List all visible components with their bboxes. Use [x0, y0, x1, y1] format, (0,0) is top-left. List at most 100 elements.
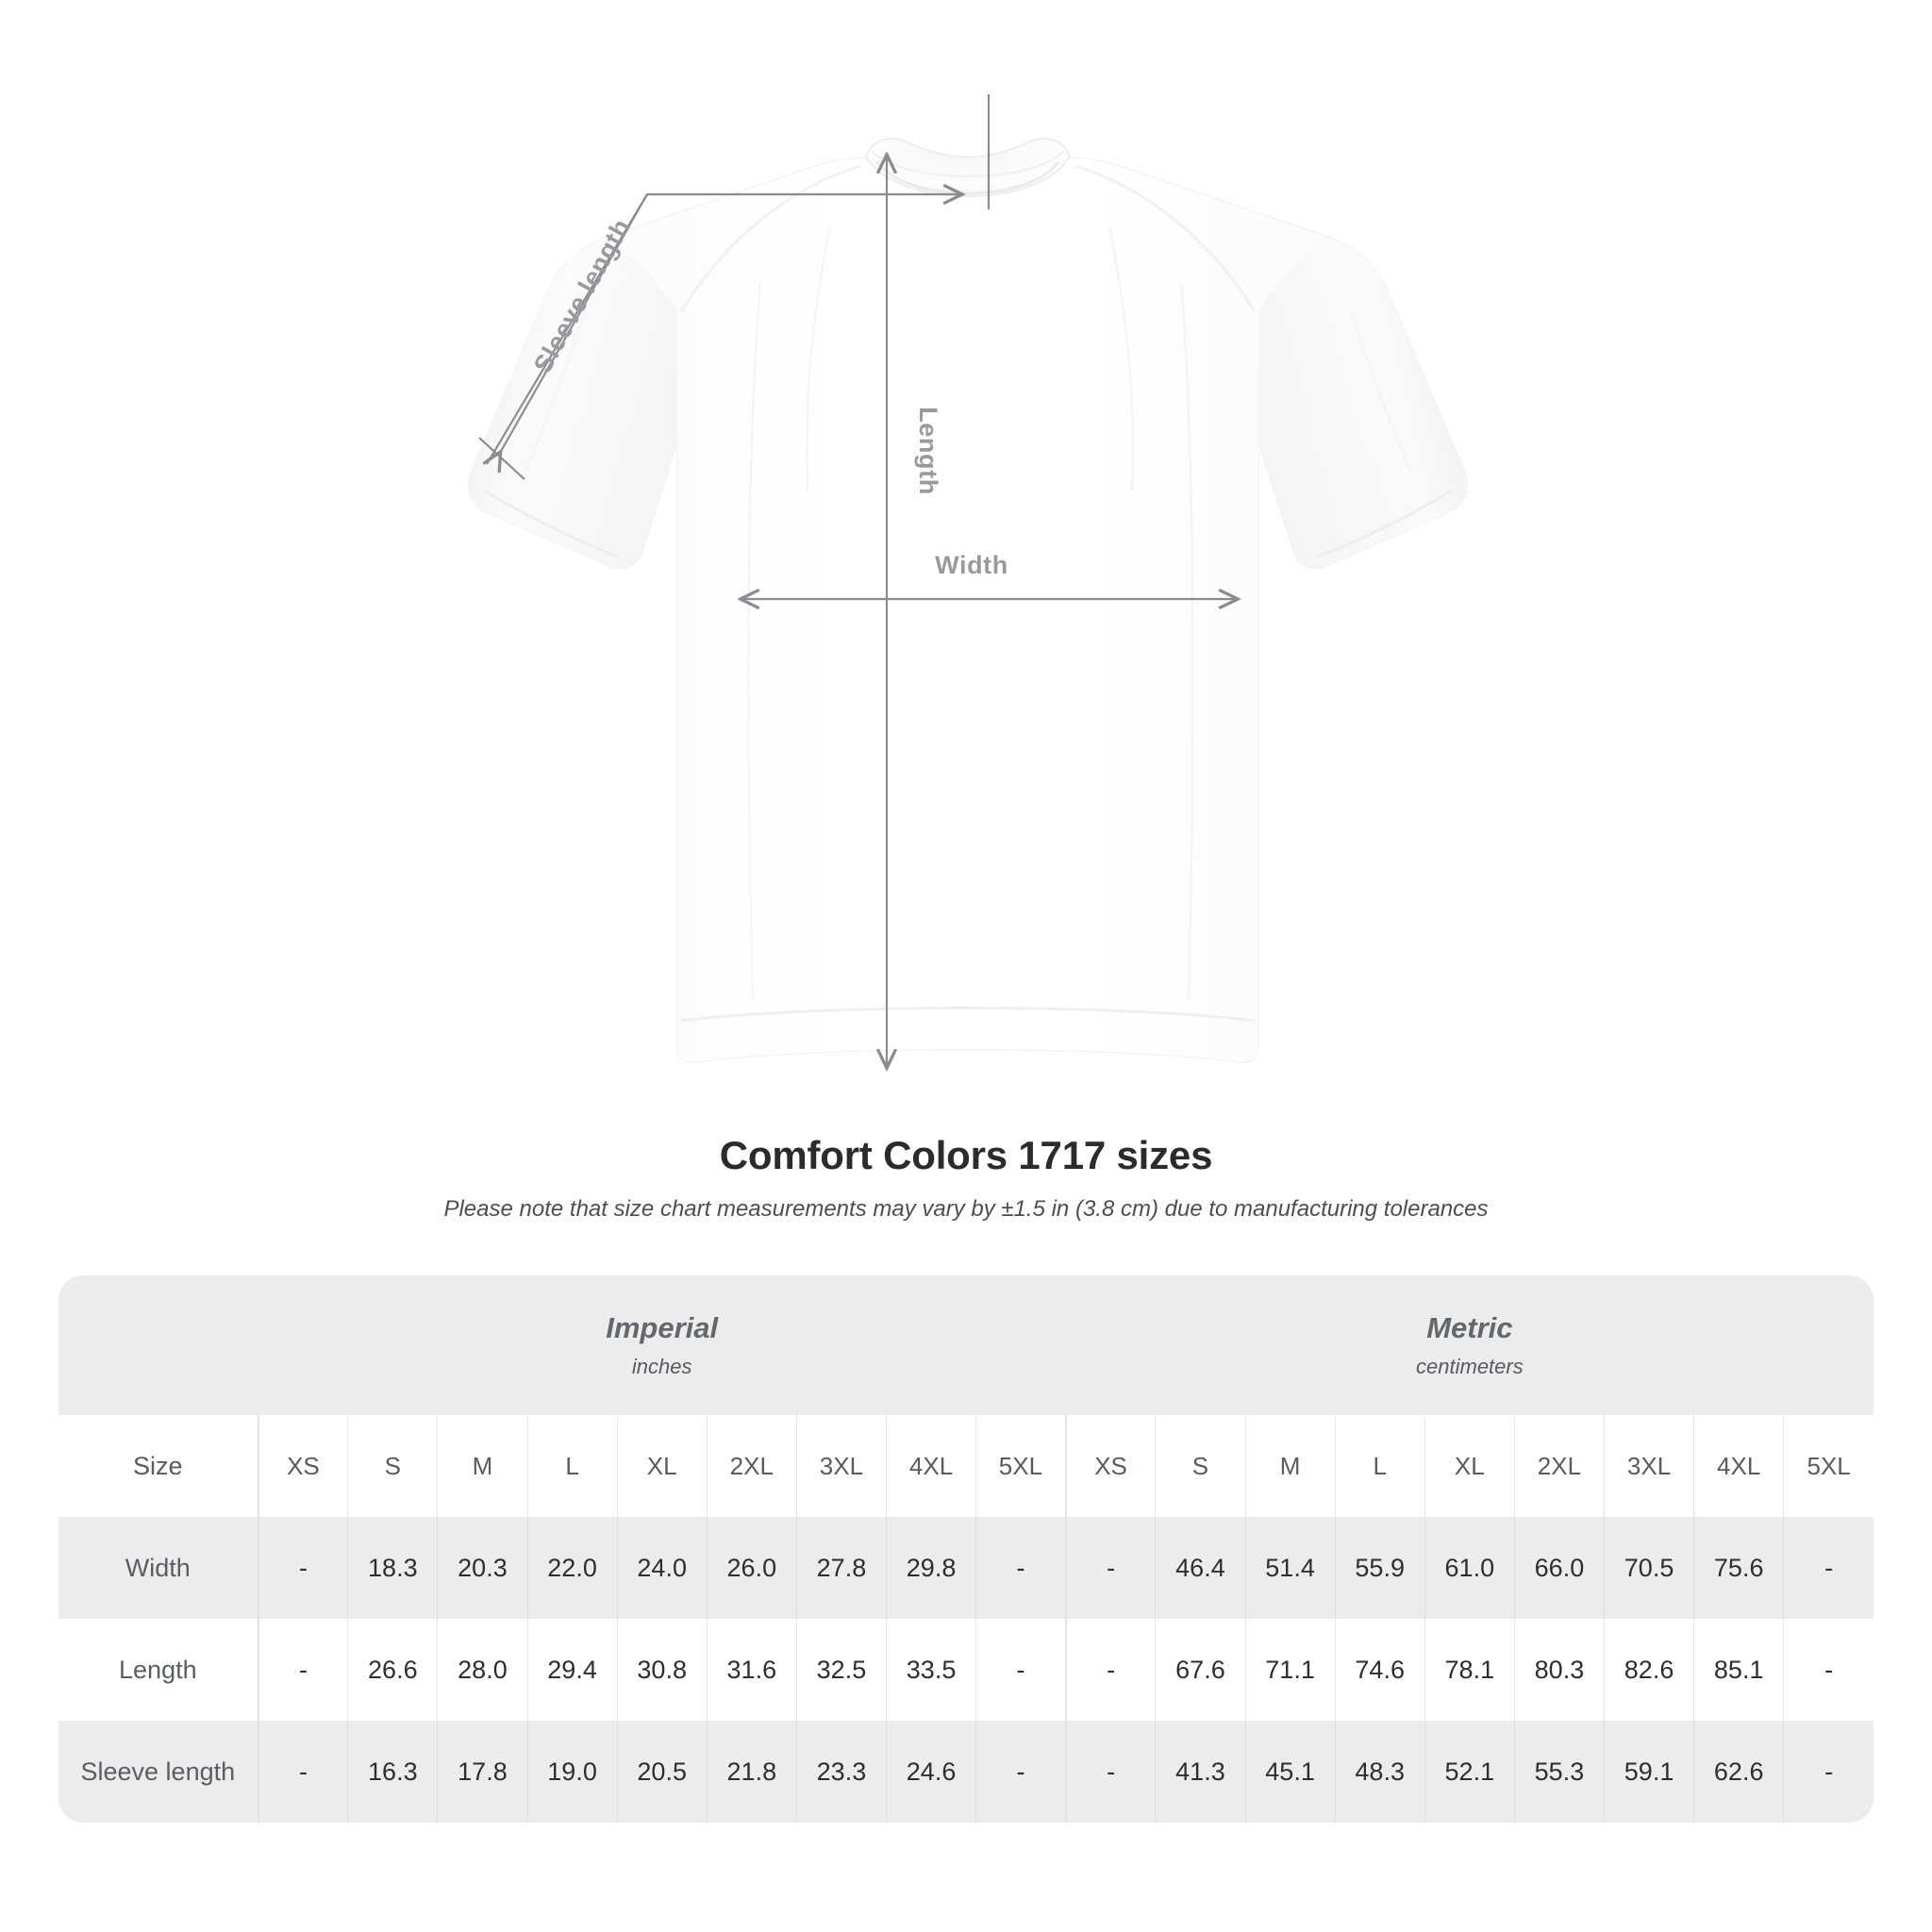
size-header-imperial-3xl: 3XL [796, 1415, 888, 1517]
cell-sleeve-length-metric-5xl: - [1783, 1721, 1874, 1823]
cell-sleeve-length-metric-xl: 52.1 [1424, 1721, 1515, 1823]
cell-width-metric-l: 55.9 [1335, 1517, 1425, 1619]
cell-sleeve-length-metric-s: 41.3 [1155, 1721, 1246, 1823]
sleeve-length-measure-line [500, 193, 648, 453]
cell-length-imperial-l: 29.4 [527, 1619, 618, 1721]
shirt-left-sleeve-hem [483, 489, 619, 558]
size-header-metric-4xl: 4XL [1693, 1415, 1785, 1517]
cell-width-metric-s: 46.4 [1155, 1517, 1246, 1619]
unit-group-metric: Metric centimeters [1065, 1275, 1874, 1415]
cell-sleeve-length-imperial-3xl: 23.3 [796, 1721, 888, 1823]
size-header-imperial-m: M [437, 1415, 528, 1517]
cell-length-imperial-m: 28.0 [437, 1619, 528, 1721]
cell-width-metric-xl: 61.0 [1424, 1517, 1515, 1619]
cell-width-imperial-s: 18.3 [347, 1517, 439, 1619]
cell-width-metric-3xl: 70.5 [1604, 1517, 1695, 1619]
row-header-sleeve-length: Sleeve length [58, 1721, 259, 1823]
table-row: Width -18.3 20.3 22.0 24.0 26.0 27.8 29.8- -46.4… [58, 1517, 1874, 1619]
cell-sleeve-length-imperial-2xl: 21.8 [707, 1721, 797, 1823]
cell-width-metric-5xl: - [1783, 1517, 1874, 1619]
size-header-imperial-5xl: 5XL [975, 1415, 1067, 1517]
size-chart-table: Imperial inches Metric centimeters Size XS S M L… [58, 1275, 1874, 1823]
table-row: Sleeve length -16.3 17.8 19.0 20.5 21.8 23.3 24… [58, 1721, 1874, 1823]
cell-length-metric-xs: - [1064, 1619, 1157, 1721]
shirt-right-sleeve-hem [1317, 489, 1453, 558]
size-header-metric-s: S [1155, 1415, 1246, 1517]
unit-group-subtitle: centimeters [1416, 1355, 1524, 1379]
shirt-left-sleeve [468, 238, 677, 569]
cell-length-metric-3xl: 82.6 [1604, 1619, 1695, 1721]
cell-sleeve-length-metric-l: 48.3 [1335, 1721, 1425, 1823]
cell-sleeve-length-metric-3xl: 59.1 [1604, 1721, 1695, 1823]
cell-length-metric-4xl: 85.1 [1693, 1619, 1785, 1721]
cell-sleeve-length-metric-m: 45.1 [1245, 1721, 1336, 1823]
size-header-metric-m: M [1245, 1415, 1336, 1517]
unit-group-name: Imperial [606, 1311, 719, 1345]
cell-width-metric-xs: - [1064, 1517, 1157, 1619]
cell-sleeve-length-imperial-m: 17.8 [437, 1721, 528, 1823]
size-header-row: Size XS S M L XL 2XL 3XL 4XL 5XL XS S M L XL 2XL 3XL 4XL 5… [58, 1415, 1874, 1517]
cell-width-imperial-2xl: 26.0 [707, 1517, 797, 1619]
cell-width-imperial-xs: - [258, 1517, 349, 1619]
shirt-fabric-folds [523, 225, 1413, 1001]
size-header-imperial-l: L [527, 1415, 618, 1517]
cell-length-imperial-s: 26.6 [347, 1619, 439, 1721]
page-title: Comfort Colors 1717 sizes [719, 1133, 1213, 1177]
shirt-right-sleeve [1258, 238, 1468, 569]
cell-length-imperial-xl: 30.8 [617, 1619, 708, 1721]
row-header-width: Width [58, 1517, 259, 1619]
size-header-metric-5xl: 5XL [1783, 1415, 1874, 1517]
unit-group-imperial: Imperial inches [258, 1275, 1066, 1415]
size-header-imperial-2xl: 2XL [707, 1415, 797, 1517]
cell-sleeve-length-metric-xs: - [1064, 1721, 1157, 1823]
tshirt-illustration: Sleeve length Length Width [467, 94, 1469, 1113]
sleeve-length-leader-line [486, 194, 962, 465]
cell-length-imperial-4xl: 33.5 [886, 1619, 977, 1721]
cell-width-imperial-3xl: 27.8 [796, 1517, 888, 1619]
length-label: Length [914, 407, 942, 495]
cell-width-metric-4xl: 75.6 [1693, 1517, 1785, 1619]
row-header-length: Length [58, 1619, 259, 1721]
width-label: Width [935, 551, 1008, 579]
size-header-label: Size [58, 1415, 259, 1517]
shirt-left-shoulder-seam [679, 164, 861, 312]
unit-group-name: Metric [1426, 1311, 1513, 1345]
cell-sleeve-length-imperial-xs: - [258, 1721, 349, 1823]
cell-length-imperial-xs: - [258, 1619, 349, 1721]
size-chart-table-container: Imperial inches Metric centimeters Size XS S M L… [58, 1275, 1874, 1823]
unit-band-spacer [58, 1275, 258, 1415]
tshirt-diagram: Sleeve length Length Width [467, 94, 1469, 1113]
cell-length-metric-s: 67.6 [1155, 1619, 1246, 1721]
cell-sleeve-length-imperial-l: 19.0 [527, 1721, 618, 1823]
cell-length-metric-m: 71.1 [1245, 1619, 1336, 1721]
cell-length-imperial-2xl: 31.6 [707, 1619, 797, 1721]
cell-sleeve-length-imperial-xl: 20.5 [617, 1721, 708, 1823]
size-header-metric-2xl: 2XL [1514, 1415, 1606, 1517]
chart-heading: Comfort Colors 1717 sizes Please note th… [0, 1132, 1932, 1224]
size-header-metric-l: L [1335, 1415, 1425, 1517]
unit-group-subtitle: inches [631, 1355, 692, 1379]
length-annotation: Length [887, 156, 942, 1068]
size-header-imperial-xs: XS [258, 1415, 349, 1517]
cell-sleeve-length-imperial-s: 16.3 [347, 1721, 439, 1823]
cell-sleeve-length-imperial-5xl: - [975, 1721, 1067, 1823]
size-header-imperial-s: S [347, 1415, 439, 1517]
cell-length-metric-xl: 78.1 [1424, 1619, 1515, 1721]
width-annotation: Width [741, 551, 1238, 599]
size-header-metric-xl: XL [1424, 1415, 1515, 1517]
cell-width-imperial-l: 22.0 [527, 1517, 618, 1619]
sleeve-length-end-tick [478, 437, 525, 480]
page-subtitle: Please note that size chart measurements… [443, 1196, 1489, 1223]
cell-sleeve-length-metric-4xl: 62.6 [1693, 1721, 1785, 1823]
cell-length-imperial-3xl: 32.5 [796, 1619, 888, 1721]
cell-width-imperial-m: 20.3 [437, 1517, 528, 1619]
cell-length-metric-5xl: - [1783, 1619, 1874, 1721]
shirt-body-group [467, 137, 1469, 1063]
cell-length-metric-2xl: 80.3 [1514, 1619, 1606, 1721]
size-header-imperial-4xl: 4XL [886, 1415, 977, 1517]
cell-length-metric-l: 74.6 [1335, 1619, 1425, 1721]
cell-length-imperial-5xl: - [975, 1619, 1067, 1721]
cell-width-imperial-5xl: - [975, 1517, 1067, 1619]
cell-width-imperial-xl: 24.0 [617, 1517, 708, 1619]
cell-width-imperial-4xl: 29.8 [886, 1517, 977, 1619]
